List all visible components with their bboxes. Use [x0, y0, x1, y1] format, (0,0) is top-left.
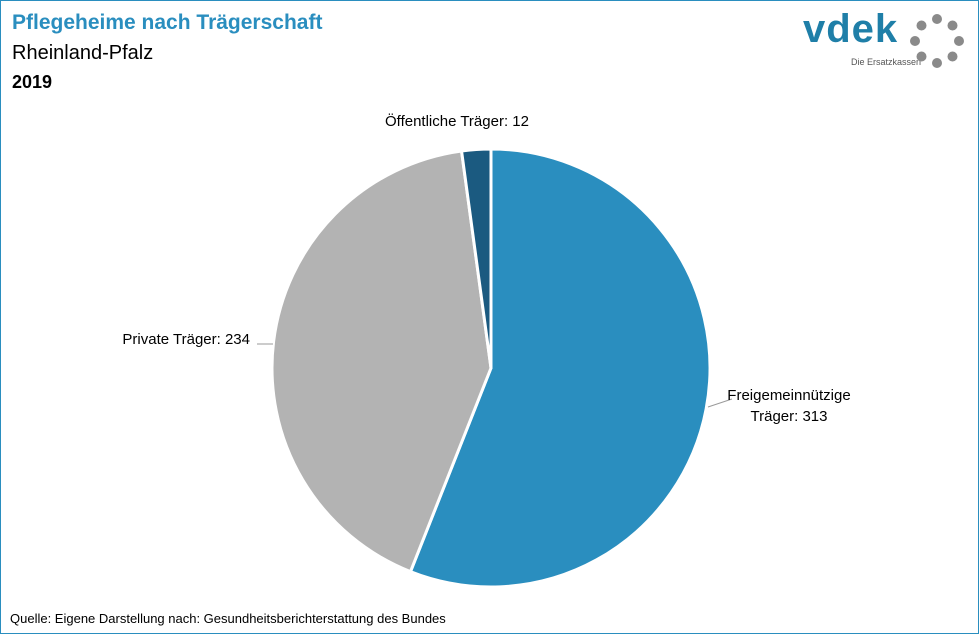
chart-year: 2019 — [12, 72, 53, 92]
chart-subtitle: Rheinland-Pfalz — [12, 42, 154, 64]
logo-wordmark: vdek — [803, 7, 899, 51]
logo-tagline: Die Ersatzkassen — [851, 57, 922, 67]
vdek-dot-ring-icon — [910, 14, 964, 68]
label-freigemeinnuetzig-line-1: Freigemeinnützige — [727, 387, 850, 404]
chart-title: Pflegeheime nach Trägerschaft — [12, 11, 323, 34]
leader-line-freigemeinnuetzig — [707, 398, 733, 408]
label-private-line-1: Private Träger: 234 — [122, 331, 250, 348]
label-freigemeinnuetzig-line-2: Träger: 313 — [751, 408, 828, 425]
pie-slice-freigemeinnuetzig — [408, 147, 712, 589]
pie-slice-oeffentlich — [460, 147, 493, 370]
source-note: Quelle: Eigene Darstellung nach: Gesundh… — [10, 611, 446, 626]
label-oeffentlich: Öffentliche Träger: 12 — [385, 112, 529, 130]
pie-slice-private — [270, 149, 493, 574]
label-oeffentlich-line-1: Öffentliche Träger: 12 — [385, 112, 529, 130]
label-private: Private Träger: 234 — [122, 331, 250, 348]
label-freigemeinnuetzig: Freigemeinnützige Träger: 313 — [727, 387, 850, 425]
vdek-logo: vdek Die Ersatzkassen — [801, 7, 971, 71]
